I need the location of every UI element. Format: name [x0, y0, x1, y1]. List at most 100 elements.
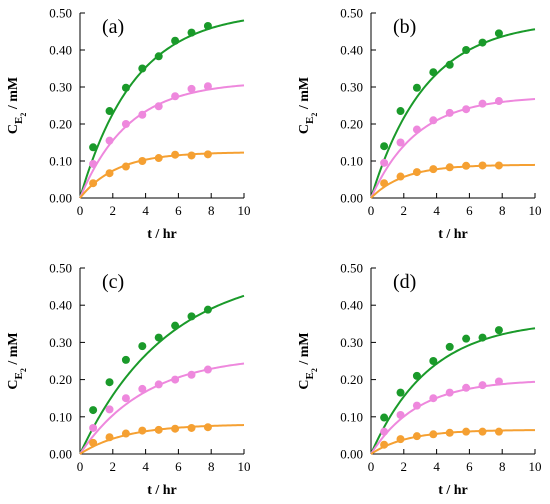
data-point-series-2 [445, 388, 454, 397]
x-tick-label: 10 [238, 203, 251, 218]
fit-curve-series-1 [370, 327, 536, 455]
y-axis-title-sub: E [13, 372, 25, 379]
fit-curve-series-2 [79, 84, 245, 199]
data-point-series-3 [171, 424, 180, 433]
data-point-series-3 [138, 426, 147, 435]
y-tick-label: 0.40 [49, 43, 72, 58]
data-point-series-3 [494, 427, 503, 436]
data-point-series-3 [138, 157, 147, 165]
data-point-series-2 [478, 99, 487, 108]
y-axis-title-subsub: 2 [19, 113, 28, 117]
data-point-series-3 [380, 179, 389, 188]
x-tick-label: 2 [110, 203, 117, 218]
data-point-series-2 [154, 380, 163, 389]
x-tick-label: 8 [499, 459, 506, 474]
data-point-series-2 [380, 427, 389, 436]
y-tick-label: 0.20 [49, 117, 72, 132]
data-point-series-2 [89, 423, 98, 432]
data-point-series-1 [494, 326, 503, 335]
data-point-series-2 [105, 405, 114, 414]
data-point-series-2 [462, 383, 471, 392]
y-tick-label: 0.00 [340, 447, 363, 462]
x-axis-title: t / hr [438, 483, 468, 498]
x-tick-label: 8 [208, 459, 215, 474]
y-axis-title-sub: E [304, 372, 316, 379]
data-point-series-3 [89, 438, 98, 447]
data-point-series-2 [396, 138, 405, 147]
y-axis-title-unit: / mM [297, 332, 312, 368]
fit-curve-series-1 [79, 294, 245, 455]
y-axis-title-sub: E [304, 117, 316, 124]
data-point-series-2 [429, 116, 438, 125]
data-point-series-3 [105, 169, 114, 178]
y-axis-title: CE2 / mM [297, 332, 319, 389]
x-tick-label: 6 [175, 459, 182, 474]
data-point-series-3 [203, 150, 212, 159]
data-point-series-1 [105, 378, 114, 387]
x-tick-label: 0 [368, 459, 375, 474]
y-axis-title-main: C [6, 124, 21, 134]
data-point-series-3 [121, 162, 130, 171]
data-point-series-1 [138, 64, 147, 73]
data-point-series-3 [478, 427, 487, 436]
data-point-series-2 [154, 102, 163, 111]
fit-curve-series-1 [370, 28, 536, 199]
y-tick-label: 0.30 [49, 335, 72, 350]
data-point-series-1 [396, 388, 405, 397]
panel-label: (a) [102, 16, 124, 38]
data-point-series-3 [412, 432, 421, 441]
data-point-series-3 [154, 154, 163, 163]
data-point-series-1 [138, 342, 147, 351]
data-point-series-2 [445, 108, 454, 117]
y-tick-label: 0.50 [49, 261, 72, 276]
panel-label: (b) [393, 16, 416, 38]
x-tick-label: 4 [433, 203, 440, 218]
data-point-series-2 [478, 381, 487, 390]
y-tick-label: 0.30 [340, 80, 363, 95]
data-point-series-2 [429, 394, 438, 403]
data-point-series-2 [89, 159, 98, 168]
y-axis-title: CE2 / mM [6, 77, 28, 134]
x-tick-label: 2 [110, 459, 117, 474]
x-axis-title: t / hr [147, 483, 177, 498]
data-point-series-1 [89, 406, 98, 415]
y-axis-title-subsub: 2 [310, 113, 319, 117]
y-tick-label: 0.00 [340, 191, 363, 206]
y-tick-label: 0.00 [49, 447, 72, 462]
y-tick-label: 0.20 [340, 372, 363, 387]
y-tick-label: 0.40 [340, 298, 363, 313]
y-tick-label: 0.50 [340, 261, 363, 276]
y-axis-title-unit: / mM [6, 77, 21, 113]
y-tick-label: 0.40 [49, 298, 72, 313]
x-tick-label: 0 [77, 203, 84, 218]
data-point-series-3 [121, 429, 130, 438]
x-tick-label: 4 [433, 459, 440, 474]
y-tick-label: 0.10 [340, 154, 363, 169]
data-point-series-1 [203, 305, 212, 314]
data-point-series-2 [396, 410, 405, 419]
data-point-series-2 [412, 401, 421, 410]
x-axis-title: t / hr [147, 227, 177, 242]
y-axis-title-main: C [297, 124, 312, 134]
data-point-series-2 [105, 136, 114, 145]
x-tick-label: 4 [142, 203, 149, 218]
data-point-series-1 [154, 333, 163, 342]
y-axis-title: CE2 / mM [6, 332, 28, 389]
x-tick-label: 8 [499, 203, 506, 218]
data-point-series-3 [445, 428, 454, 437]
data-point-series-1 [154, 52, 163, 61]
data-point-series-1 [462, 334, 471, 343]
data-point-series-3 [154, 425, 163, 434]
data-point-series-3 [171, 150, 180, 159]
panel-label: (c) [102, 271, 124, 293]
data-point-series-1 [171, 36, 180, 45]
x-tick-label: 8 [208, 203, 215, 218]
chart-panel-2: 0 2 4 6 8 100.000.100.200.300.400.50t / hrCE2… [297, 6, 542, 243]
data-point-series-1 [105, 107, 114, 116]
y-axis-title-main: C [6, 379, 21, 389]
data-point-series-3 [494, 161, 503, 170]
data-point-series-1 [121, 355, 130, 364]
data-point-series-2 [187, 370, 196, 379]
y-tick-label: 0.40 [340, 43, 363, 58]
